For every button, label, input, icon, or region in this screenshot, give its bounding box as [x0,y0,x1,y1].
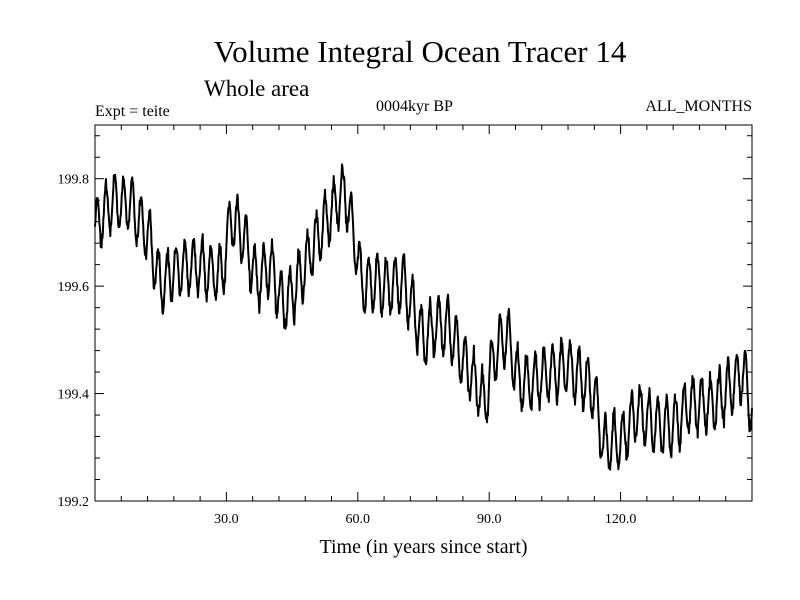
x-tick-label: 90.0 [477,512,502,527]
chart-title: Volume Integral Ocean Tracer 14 [213,34,627,69]
y-tick-label: 199.4 [58,388,90,403]
chart-subtitle: Whole area [204,76,310,101]
axis-ticks [95,125,752,502]
y-tick-label: 199.8 [58,173,90,188]
experiment-label: Expt = teite [95,103,170,120]
period-label: 0004kyr BP [376,98,453,115]
y-tick-label: 199.2 [58,495,90,510]
x-axis-label: Time (in years since start) [319,536,528,558]
tick-labels: 30.0 60.0 90.0 120.0 199.2 199.4 199.6 199.8 [58,173,637,527]
months-label: ALL_MONTHS [645,98,752,115]
plot-frame [94,124,753,502]
x-tick-label: 30.0 [214,512,239,527]
y-tick-label: 199.6 [58,280,90,295]
series-line [94,163,753,471]
x-tick-label: 120.0 [605,512,637,527]
x-tick-label: 60.0 [346,512,371,527]
